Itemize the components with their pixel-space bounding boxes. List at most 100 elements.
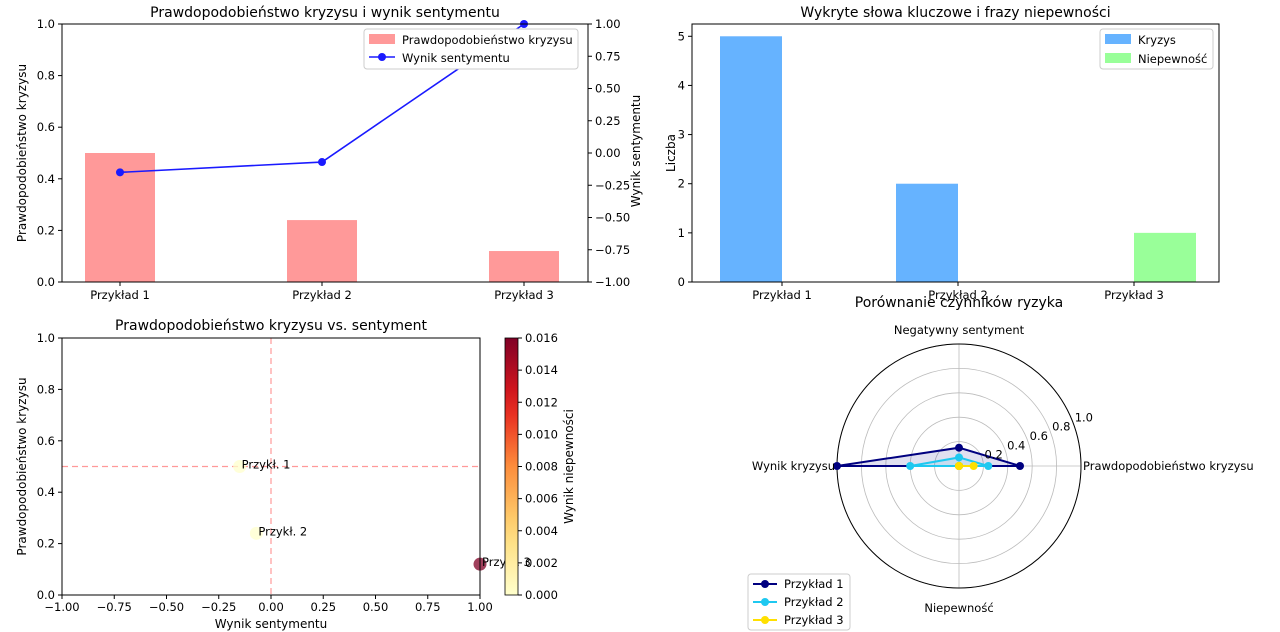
colorbar-label: Wynik niepewności xyxy=(562,409,576,524)
y2-tick-label: 0.25 xyxy=(595,114,621,128)
colorbar-tick-label: 0.000 xyxy=(525,588,558,602)
y2-tick-label: −0.50 xyxy=(595,211,630,225)
legend-label: Niepewność xyxy=(1138,52,1207,66)
legend-label: Prawdopodobieństwo kryzysu xyxy=(402,33,573,47)
y-tick-label: 1 xyxy=(678,226,685,240)
x-tick-label: −1.00 xyxy=(44,600,79,614)
y-tick-label: 0.8 xyxy=(37,382,55,396)
legend-box xyxy=(747,573,851,631)
y-axis-label: Prawdopodobieństwo kryzysu xyxy=(15,377,29,555)
x-tick-label: Przykład 2 xyxy=(928,288,988,302)
radial-tick-label: 1.0 xyxy=(1075,410,1093,424)
colorbar-tick-label: 0.002 xyxy=(525,556,558,570)
y-tick-label: 5 xyxy=(678,29,685,43)
sentiment-point xyxy=(116,168,124,177)
colorbar-tick-label: 0.014 xyxy=(525,363,558,377)
y-axis-label: Liczba xyxy=(664,134,678,172)
y-tick-label: 0.6 xyxy=(37,120,55,134)
scatter-point xyxy=(233,460,247,473)
x-tick-label: −0.25 xyxy=(201,600,236,614)
crisis-count-bar xyxy=(896,183,958,282)
y-tick-label: 0.2 xyxy=(37,223,55,237)
radar-series-point xyxy=(969,462,978,470)
radial-tick-label: 0.4 xyxy=(1007,438,1025,452)
radar-series-point xyxy=(906,462,915,470)
x-tick-label: 0.75 xyxy=(415,600,441,614)
radar-series-point xyxy=(955,462,963,470)
point-annotation: Przykł. 2 xyxy=(258,524,307,538)
crisis-probability-bar xyxy=(287,220,357,282)
chart-title: Prawdopodobieństwo kryzysu vs. sentyment xyxy=(115,318,427,334)
colorbar-tick-label: 0.008 xyxy=(525,460,558,474)
radar-series-point xyxy=(955,443,963,452)
radial-tick-label: 0.8 xyxy=(1052,420,1070,434)
y-tick-label: 0.2 xyxy=(37,537,55,551)
chart-title: Porównanie czynników ryzyka xyxy=(855,295,1063,311)
colorbar xyxy=(504,337,519,596)
legend-swatch-marker xyxy=(761,598,769,606)
y2-tick-label: −1.00 xyxy=(595,275,630,289)
legend-label: Przykład 2 xyxy=(784,595,844,609)
y2-tick-label: 0.75 xyxy=(595,49,621,63)
legend-label: Przykład 1 xyxy=(784,577,844,591)
uncertainty-count-bar xyxy=(1134,232,1196,282)
y2-axis-label: Wynik sentymentu xyxy=(629,95,643,208)
legend-box xyxy=(363,28,579,70)
y-tick-label: 2 xyxy=(678,177,685,191)
legend-swatch-marker xyxy=(761,616,769,624)
x-tick-label: Przykład 3 xyxy=(1104,288,1164,302)
x-tick-label: 0.25 xyxy=(310,600,336,614)
y-axis-label: Prawdopodobieństwo kryzysu xyxy=(15,64,29,242)
colorbar-tick-label: 0.006 xyxy=(525,492,558,506)
y-tick-label: 0.6 xyxy=(37,434,55,448)
y2-tick-label: −0.25 xyxy=(595,178,630,192)
y2-tick-label: 0.00 xyxy=(595,146,621,160)
colorbar-tick-label: 0.016 xyxy=(525,331,558,345)
chart-title: Prawdopodobieństwo kryzysu i wynik senty… xyxy=(150,5,500,21)
x-tick-label: 1.00 xyxy=(467,600,493,614)
y-tick-label: 0.4 xyxy=(37,172,55,186)
y-tick-label: 0.4 xyxy=(37,485,55,499)
x-tick-label: −0.50 xyxy=(149,600,184,614)
legend-swatch xyxy=(1105,34,1131,44)
radar-series-point xyxy=(1016,462,1024,470)
radar-axis-label: Negatywny sentyment xyxy=(894,323,1025,337)
x-tick-label: Przykład 3 xyxy=(494,288,554,302)
legend-swatch-marker xyxy=(761,580,769,588)
legend-label: Kryzys xyxy=(1138,33,1176,47)
point-annotation: Przykł. 1 xyxy=(242,458,291,472)
crisis-count-bar xyxy=(720,36,782,283)
radial-tick-label: 0.6 xyxy=(1030,429,1048,443)
legend-label: Przykład 3 xyxy=(784,613,844,627)
y2-tick-label: −0.75 xyxy=(595,243,630,257)
y-tick-label: 1.0 xyxy=(37,331,55,345)
x-tick-label: −0.75 xyxy=(97,600,132,614)
radar-series-point xyxy=(955,453,963,462)
y-tick-label: 0.8 xyxy=(37,69,55,83)
legend-label: Wynik sentymentu xyxy=(402,51,510,65)
x-tick-label: Przykład 1 xyxy=(90,288,150,302)
y-tick-label: 0.0 xyxy=(37,275,55,289)
y-tick-label: 0 xyxy=(678,275,685,289)
colorbar-tick-label: 0.010 xyxy=(525,427,558,441)
y2-tick-label: 0.50 xyxy=(595,82,621,96)
colorbar-tick-label: 0.004 xyxy=(525,524,558,538)
scatter-point xyxy=(249,526,263,540)
x-tick-label: 0.50 xyxy=(363,600,389,614)
plot-frame xyxy=(691,23,1220,283)
y-tick-label: 4 xyxy=(678,78,685,92)
radar-axis-label: Prawdopodobieństwo kryzysu xyxy=(1083,459,1254,473)
x-tick-label: Przykład 1 xyxy=(752,288,812,302)
y-tick-label: 1.0 xyxy=(37,17,55,31)
y-tick-label: 0.0 xyxy=(37,588,55,602)
x-tick-label: Przykład 2 xyxy=(292,288,352,302)
legend-swatch xyxy=(1105,53,1131,63)
x-axis-label: Wynik sentymentu xyxy=(215,617,328,631)
x-tick-label: 0.00 xyxy=(258,600,284,614)
sentiment-point xyxy=(318,158,326,167)
colorbar-tick-label: 0.012 xyxy=(525,395,558,409)
legend-swatch-bar xyxy=(369,34,395,44)
crisis-probability-bar xyxy=(489,251,559,282)
radar-series-point xyxy=(833,462,841,470)
